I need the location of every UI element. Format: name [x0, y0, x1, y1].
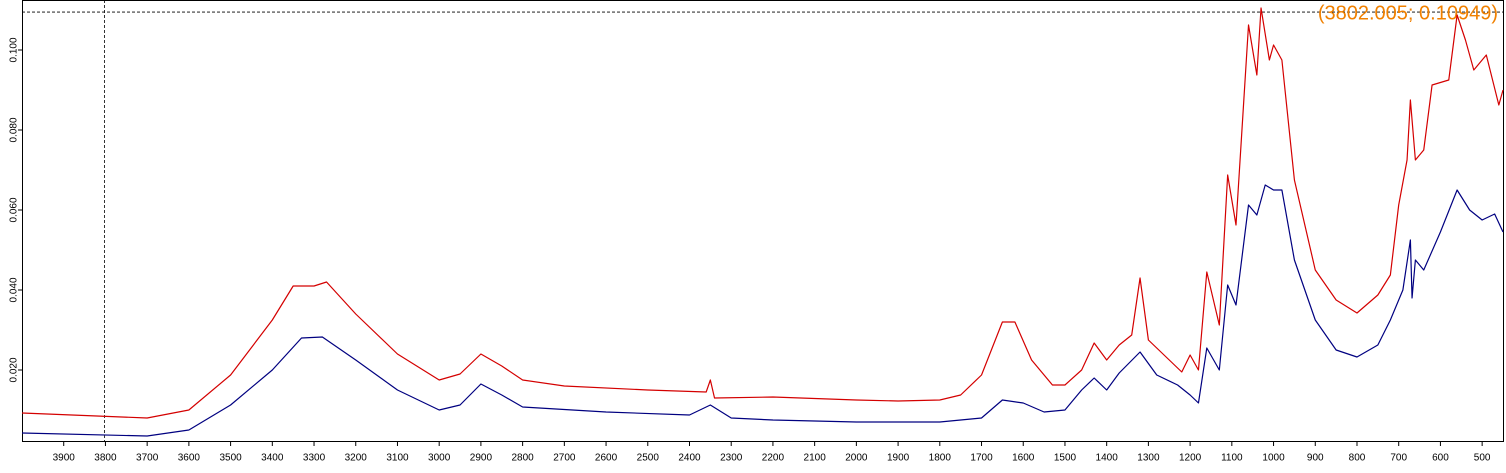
x-tick-label: 2700 [553, 453, 576, 464]
x-tick-label: 2100 [804, 453, 827, 464]
x-tick-label: 2300 [720, 453, 743, 464]
y-tick-label: 0.100 [9, 37, 20, 62]
x-tick-label: 1000 [1262, 453, 1285, 464]
y-tick-label: 0.060 [9, 197, 20, 222]
x-tick-label: 3100 [386, 453, 409, 464]
y-tick-label: 0.080 [9, 117, 20, 142]
x-tick-label: 1600 [1012, 453, 1035, 464]
x-tick-label: 1200 [1179, 453, 1202, 464]
spectrum-line [21, 7, 1504, 419]
x-tick-label: 1400 [1096, 453, 1119, 464]
x-tick-label: 3400 [261, 453, 284, 464]
y-tick-label: 0.040 [9, 277, 20, 302]
x-tick-label: 800 [1349, 453, 1366, 464]
x-tick-label: 2200 [762, 453, 785, 464]
x-tick-label: 2500 [637, 453, 660, 464]
x-tick-label: 3800 [94, 453, 117, 464]
x-tick-label: 700 [1390, 453, 1407, 464]
x-tick-label: 1500 [1054, 453, 1077, 464]
x-tick-label: 2800 [511, 453, 534, 464]
spectrum-line [21, 184, 1504, 437]
x-tick-label: 2600 [595, 453, 618, 464]
x-tick-label: 2000 [845, 453, 868, 464]
x-tick-label: 3200 [345, 453, 368, 464]
x-tick-label: 3600 [178, 453, 201, 464]
y-tick-label: 0.020 [9, 357, 20, 382]
x-tick-label: 3700 [136, 453, 159, 464]
x-tick-label: 2900 [470, 453, 493, 464]
x-tick-label: 1900 [887, 453, 910, 464]
x-tick-label: 1800 [929, 453, 952, 464]
x-tick-label: 1100 [1221, 453, 1243, 464]
crosshair-label: (3802.005; 0.10949) [1318, 2, 1498, 24]
x-tick-label: 900 [1307, 453, 1324, 464]
x-tick-label: 600 [1432, 453, 1449, 464]
x-tick-label: 1700 [970, 453, 993, 464]
x-tick-label: 500 [1474, 453, 1491, 464]
x-tick-label: 3500 [219, 453, 242, 464]
x-tick-label: 3900 [53, 453, 76, 464]
plot-area [22, 0, 1504, 442]
x-tick-label: 3300 [303, 453, 326, 464]
x-tick-label: 2400 [678, 453, 701, 464]
x-tick-label: 3000 [428, 453, 451, 464]
x-tick-label: 1300 [1137, 453, 1160, 464]
